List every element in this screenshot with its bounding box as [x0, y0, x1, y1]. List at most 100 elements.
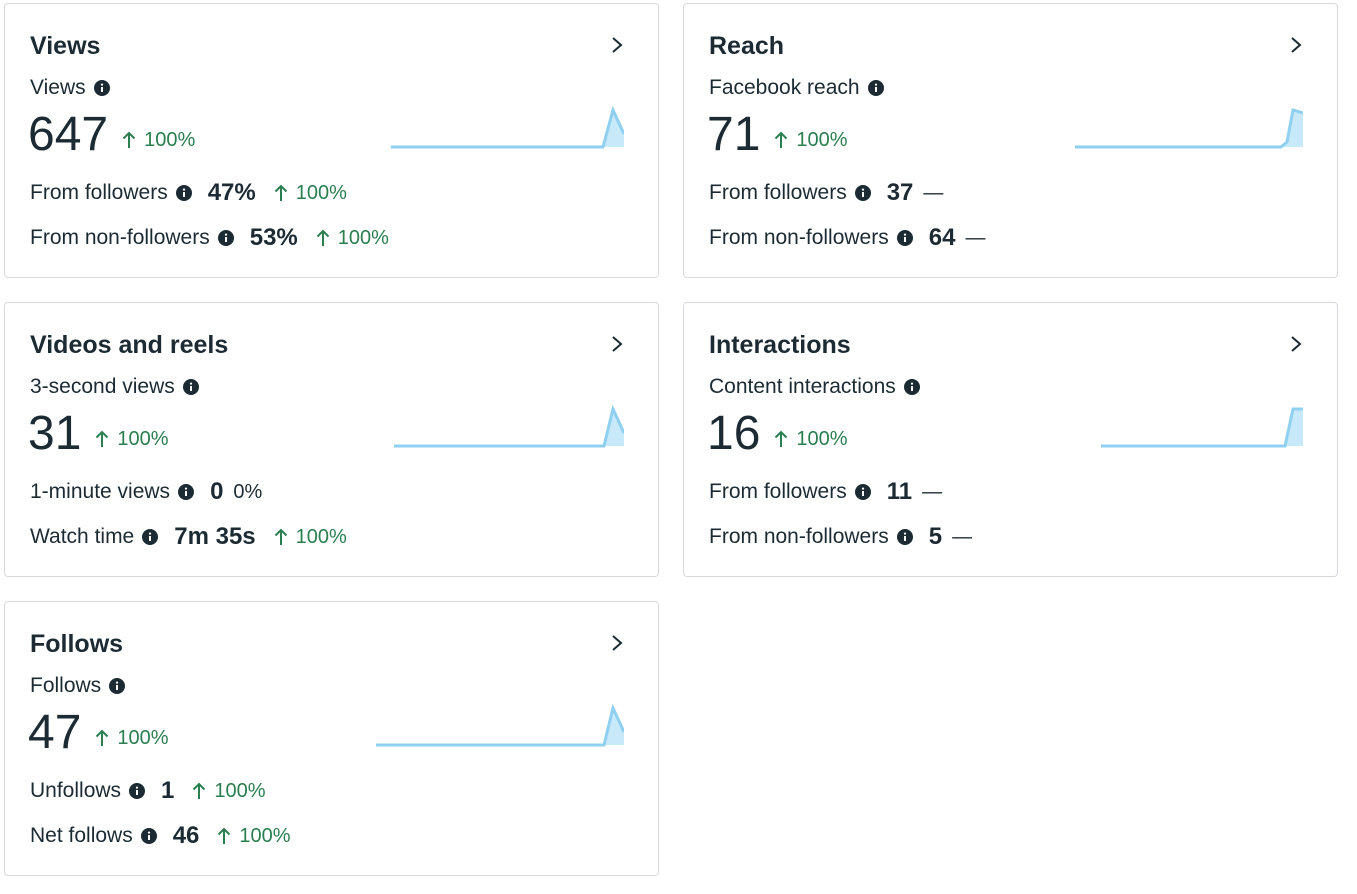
sub-metric-value: 64	[928, 224, 956, 251]
card-title: Views	[30, 32, 101, 60]
chevron-right-icon[interactable]	[608, 34, 626, 56]
card-title: Videos and reels	[30, 331, 229, 359]
sub-metric-label: From followers	[709, 480, 847, 503]
info-icon[interactable]	[178, 484, 195, 500]
sub-metric-label: Watch time	[30, 525, 135, 548]
card-title: Interactions	[709, 331, 851, 359]
change-value: 100%	[295, 181, 347, 204]
interactions-sparkline	[1101, 407, 1303, 448]
info-icon[interactable]	[175, 185, 192, 201]
sub-metric-value: 5	[928, 523, 943, 550]
info-icon[interactable]	[854, 484, 871, 500]
info-icon[interactable]	[142, 529, 159, 545]
sub-metric-row: From non-followers 64 —	[709, 224, 985, 252]
change-indicator: —	[922, 480, 943, 503]
sub-metric-value: 1	[161, 777, 175, 804]
primary-metric: 647 100%	[28, 107, 195, 163]
primary-value: 71	[707, 108, 761, 161]
sub-metric-label: Unfollows	[30, 779, 122, 802]
sub-metric-label: From non-followers	[30, 226, 210, 249]
arrow-up-icon	[122, 131, 136, 148]
change-value: 100%	[295, 525, 347, 548]
change-indicator: 100%	[774, 427, 848, 451]
primary-value: 47	[28, 706, 82, 759]
sub-metric-label: Net follows	[30, 824, 133, 847]
sub-metric-label: From followers	[30, 181, 168, 204]
sub-metric-value: 53%	[249, 224, 298, 251]
info-icon[interactable]	[903, 379, 920, 395]
info-icon[interactable]	[140, 828, 157, 844]
sub-metric-value: 46	[172, 822, 200, 849]
change-indicator: 100%	[274, 182, 347, 205]
arrow-up-icon	[274, 528, 287, 545]
change-indicator: 100%	[774, 128, 848, 152]
change-value: 100%	[796, 427, 848, 450]
primary-value: 31	[28, 407, 82, 460]
sub-metric-row: Watch time 7m 35s 100%	[30, 523, 347, 551]
chevron-right-icon[interactable]	[608, 632, 626, 654]
info-icon[interactable]	[129, 783, 146, 799]
videos-reels-card[interactable]: Videos and reels 3-second views 31 100% …	[4, 302, 659, 577]
info-icon[interactable]	[896, 230, 913, 246]
chevron-right-icon[interactable]	[608, 333, 626, 355]
info-icon[interactable]	[896, 529, 913, 545]
info-icon[interactable]	[854, 185, 871, 201]
change-value: 100%	[796, 128, 848, 151]
interactions-card[interactable]: Interactions Content interactions 16 100…	[683, 302, 1338, 577]
metric-label-row: Content interactions	[709, 375, 920, 399]
change-indicator: 100%	[192, 779, 266, 803]
primary-metric: 31 100%	[28, 406, 169, 462]
sub-metric-label: From followers	[709, 181, 847, 204]
primary-value: 16	[707, 407, 761, 460]
sub-metric-row: From non-followers 5 —	[709, 523, 972, 551]
change-indicator: —	[923, 181, 944, 204]
change-value: 100%	[214, 779, 266, 802]
metric-label: 3-second views	[30, 375, 175, 398]
metric-label-row: Views	[30, 76, 110, 100]
metric-label-row: Facebook reach	[709, 76, 884, 100]
sub-metric-value: 0	[210, 478, 224, 505]
change-indicator: —	[965, 226, 986, 249]
arrow-up-icon	[316, 229, 329, 246]
info-icon[interactable]	[109, 678, 126, 694]
sub-metric-row: 1-minute views 0 0%	[30, 478, 262, 506]
card-title: Reach	[709, 32, 785, 60]
arrow-up-icon	[218, 827, 231, 844]
metric-label: Views	[30, 76, 86, 99]
chevron-right-icon[interactable]	[1287, 333, 1305, 355]
follows-card[interactable]: Follows Follows 47 100% Unfollows 1 100%…	[4, 601, 659, 876]
sub-metric-value: 11	[886, 478, 913, 505]
sub-metric-row: Unfollows 1 100%	[30, 777, 266, 805]
reach-sparkline	[1075, 108, 1303, 149]
sub-metric-row: From followers 37 —	[709, 179, 943, 207]
metric-label-row: Follows	[30, 674, 126, 698]
metric-label: Facebook reach	[709, 76, 860, 99]
videos-sparkline	[394, 404, 624, 448]
sub-metric-value: 37	[886, 179, 914, 206]
change-value: 100%	[239, 824, 291, 847]
metric-label-row: 3-second views	[30, 375, 199, 399]
info-icon[interactable]	[217, 230, 234, 246]
change-indicator: 100%	[95, 727, 169, 750]
chevron-right-icon[interactable]	[1287, 34, 1305, 56]
sub-metric-row: Net follows 46 100%	[30, 822, 291, 850]
change-indicator: 100%	[217, 824, 291, 848]
change-indicator: 100%	[274, 526, 347, 549]
change-indicator: 100%	[316, 227, 389, 250]
info-icon[interactable]	[93, 80, 110, 96]
primary-metric: 71 100%	[707, 107, 848, 163]
change-indicator: 100%	[122, 129, 195, 152]
metric-label: Follows	[30, 674, 102, 697]
reach-card[interactable]: Reach Facebook reach 71 100% From follow…	[683, 3, 1338, 278]
arrow-up-icon	[274, 184, 287, 201]
info-icon[interactable]	[867, 80, 884, 96]
sub-metric-row: From non-followers 53% 100%	[30, 224, 389, 252]
card-title: Follows	[30, 630, 124, 658]
views-card[interactable]: Views Views 647 100% From followers 47% …	[4, 3, 659, 278]
sub-metric-row: From followers 11 —	[709, 478, 942, 506]
arrow-up-icon	[193, 782, 206, 799]
arrow-up-icon	[96, 729, 109, 746]
info-icon[interactable]	[182, 379, 199, 395]
arrow-up-icon	[775, 430, 788, 447]
change-value: 100%	[117, 427, 169, 450]
